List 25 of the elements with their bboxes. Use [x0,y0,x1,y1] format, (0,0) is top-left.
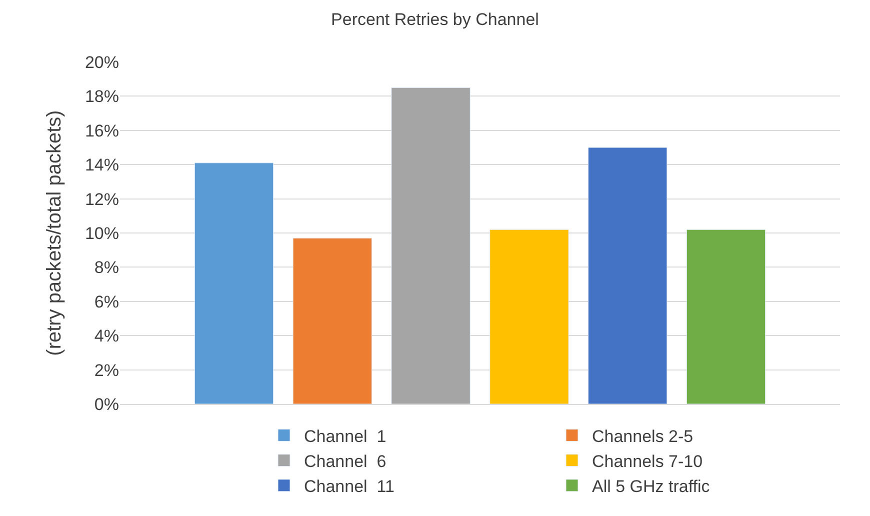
y-tick-label: 10% [84,224,119,243]
bar [588,147,668,404]
y-tick-label: 14% [84,156,119,175]
y-tick-label: 6% [94,292,119,312]
y-axis-title: (retry packets/total packets) [43,110,66,356]
y-tick-label: 16% [84,121,119,140]
legend-label: Channel 6 [304,452,386,471]
y-tick-label: 4% [94,326,119,346]
y-tick-label: 8% [94,258,119,278]
y-tick-label: 2% [94,360,119,380]
bar [686,229,766,404]
y-tick-label: 12% [84,190,119,209]
bar [490,229,569,404]
bar [292,238,372,404]
chart-title: Percent Retries by Channel [331,10,539,29]
legend-label: All 5 GHz traffic [592,477,710,496]
y-tick-label: 18% [84,87,119,106]
legend-label: Channels 2-5 [592,426,694,446]
bar [391,87,470,404]
legend-label: Channels 7-10 [592,452,703,471]
y-tick-label: 0% [94,394,119,414]
legend-label: Channel 1 [304,426,386,446]
bar [194,162,274,404]
y-tick-label: 20% [84,52,119,72]
legend-label: Channel 11 [304,477,394,496]
